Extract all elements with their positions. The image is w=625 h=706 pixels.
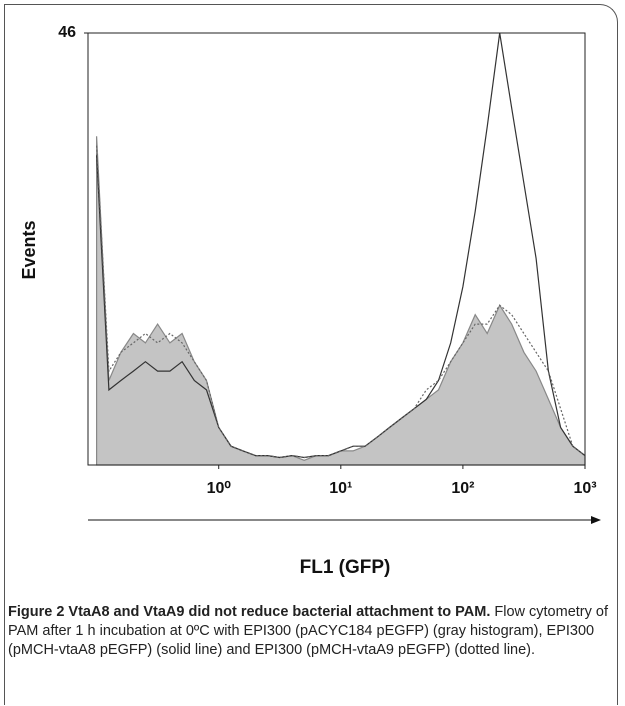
x-tick-label: 10³ [573, 480, 596, 497]
plot-frame [87, 32, 586, 466]
y-tick-label: 46 [58, 24, 76, 41]
caption-text: Flow cytometry of PAM after 1 h incubati… [8, 604, 608, 658]
y-axis-label: Events [19, 220, 39, 279]
figure-frame [4, 4, 618, 705]
x-tick-label: 10¹ [329, 480, 352, 497]
x-axis-label: FL1 (GFP) [300, 557, 391, 578]
histogram-line [96, 145, 586, 459]
caption-title: Figure 2 VtaA8 and VtaA9 did not reduce … [8, 604, 491, 620]
chart: Events FL1 (GFP) 10⁰ 10¹ 10² 10³ 46 [19, 24, 601, 578]
x-tick-label: 10⁰ [207, 480, 232, 497]
histogram-area [96, 136, 586, 466]
figure-caption: Figure 2 VtaA8 and VtaA9 did not reduce … [8, 603, 614, 660]
x-tick-label: 10² [451, 480, 474, 497]
